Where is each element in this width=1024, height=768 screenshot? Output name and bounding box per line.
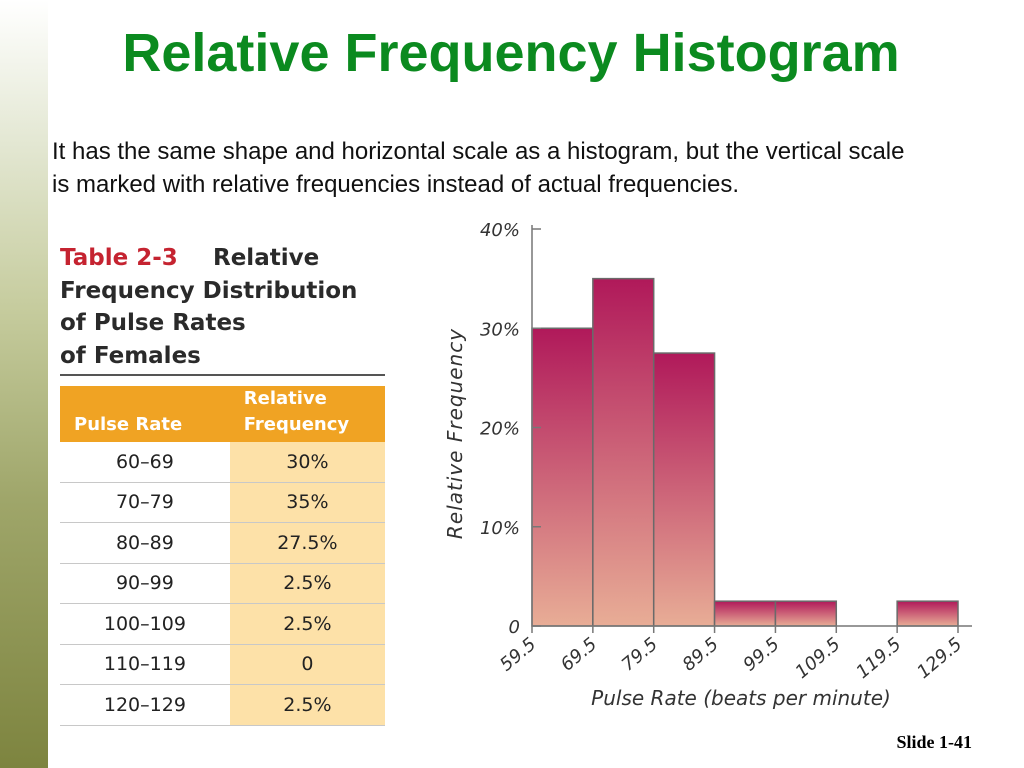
relative-frequency-cell: 2.5% [229,684,385,726]
pulse-rate-cell: 80–89 [60,522,230,564]
x-tick-label: 59.5 [496,634,540,676]
table-title-line-3: of Pulse Rates [60,310,246,336]
x-tick-label: 69.5 [557,634,601,676]
table-row: 80–89 27.5% [60,522,385,564]
table-number: Table 2-3 [60,245,178,271]
y-tick-label: 20% [480,419,520,440]
header-pulse-rate: Pulse Rate [60,386,230,442]
x-tick-label: 99.5 [739,634,783,676]
header-relative-frequency: Relative Frequency [229,386,385,442]
y-tick-label: 40% [480,220,520,241]
histogram-bar [652,352,716,627]
x-tick-label: 109.5 [792,634,845,683]
y-tick-label: 10% [480,518,520,539]
histogram-bar [774,600,838,627]
histogram-bar [531,327,594,627]
slide-title: Relative Frequency Histogram [122,23,900,83]
y-tick-label: 30% [480,319,520,340]
intro-text: It has the same shape and horizontal sca… [52,138,905,198]
relative-frequency-cell: 27.5% [229,522,385,564]
table-row: 120–129 2.5% [60,684,385,726]
table-row: 110–119 0 [60,644,385,685]
pulse-rate-cell: 60–69 [60,442,230,483]
relative-frequency-cell: 2.5% [229,563,385,604]
table-caption: Table 2-3 Relative Frequency Distribution… [60,242,390,372]
x-tick-label: 119.5 [852,634,905,683]
decorative-side-bar [0,0,48,768]
y-axis-label: Relative Frequency [443,328,467,539]
table-title-line-1: Relative [213,245,320,271]
frequency-table: Pulse Rate Relative Frequency 60–69 30% 7… [60,386,385,726]
relative-frequency-cell: 0 [229,644,385,685]
histogram-bar [896,600,959,627]
relative-frequency-cell: 2.5% [229,603,385,645]
table-row: 100–109 2.5% [60,603,385,645]
slide-number: Slide 1-41 [896,732,972,752]
histogram-bar [713,600,777,627]
table-row: 60–69 30% [60,442,385,483]
table-header-row: Pulse Rate Relative Frequency [60,386,385,442]
pulse-rate-cell: 70–79 [60,482,230,523]
pulse-rate-cell: 100–109 [60,603,230,645]
histogram-bar [592,277,655,627]
pulse-rate-cell: 90–99 [60,563,230,604]
table-row: 70–79 35% [60,482,385,523]
table-row: 90–99 2.5% [60,563,385,604]
pulse-rate-cell: 110–119 [60,644,230,685]
table-title-line-2: Frequency Distribution [60,277,358,304]
table-caption-rule [60,374,385,376]
table-title-line-4: of Females [60,342,201,369]
relative-frequency-histogram: 0 10% 20% 30% 40% 59.5 69.5 79.5 89.5 99.5 109.5 11… [443,220,972,710]
x-tick-label: 129.5 [913,634,966,683]
relative-frequency-cell: 35% [229,482,385,523]
x-tick-label: 79.5 [618,634,662,676]
relative-frequency-cell: 30% [229,442,385,483]
pulse-rate-cell: 120–129 [60,684,230,726]
x-axis-label: Pulse Rate (beats per minute) [591,686,891,710]
x-tick-label: 89.5 [679,634,723,676]
y-tick-label: 0 [509,617,520,638]
